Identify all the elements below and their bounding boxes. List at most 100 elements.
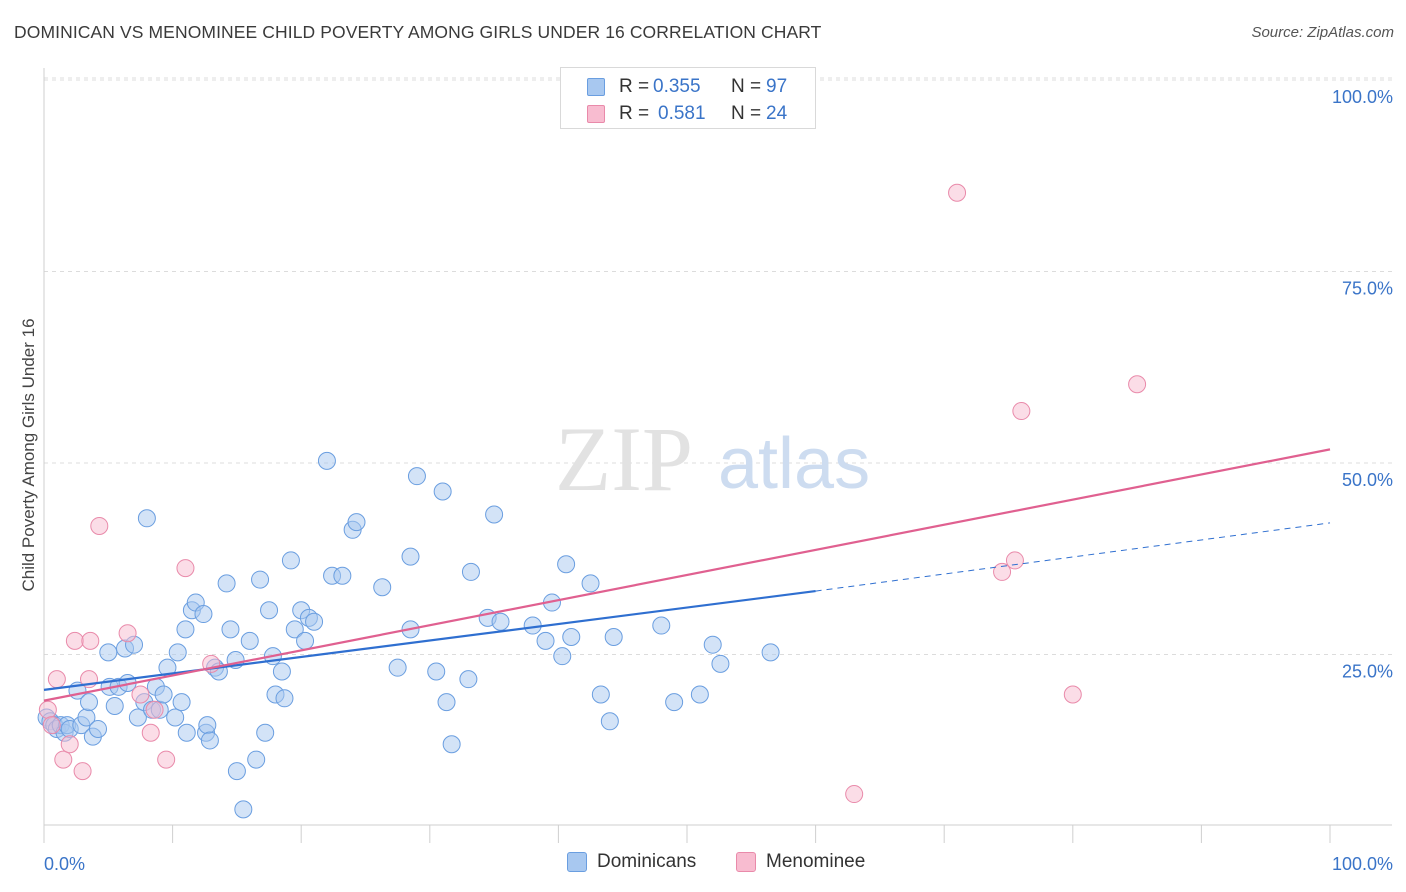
point-dominicans (99, 643, 118, 662)
point-menominee (73, 762, 92, 781)
point-dominicans (177, 723, 196, 742)
point-dominicans (461, 562, 480, 581)
point-menominee (60, 735, 79, 754)
point-dominicans (272, 662, 291, 681)
point-menominee (38, 700, 57, 719)
point-dominicans (459, 670, 478, 689)
point-menominee (54, 750, 73, 769)
point-dominicans (105, 696, 124, 715)
legend-swatch-menominee (587, 105, 605, 123)
point-dominicans (305, 612, 324, 631)
point-menominee (65, 631, 84, 650)
point-dominicans (665, 693, 684, 712)
point-dominicans (373, 578, 392, 597)
point-dominicans (194, 605, 213, 624)
point-dominicans (581, 574, 600, 593)
axis-layer: 25.0% 50.0% 75.0% 100.0% 0.0% 100.0% (43, 68, 1393, 874)
point-dominicans (761, 643, 780, 662)
legend-row-dominicans: R = 0.355 N = 97 (561, 74, 815, 100)
trendline-dominicans (43, 589, 816, 691)
y-tick-label: 100.0% (1332, 87, 1393, 107)
point-dominicans (137, 509, 156, 528)
point-dominicans (296, 631, 315, 650)
point-dominicans (557, 555, 576, 574)
point-dominicans (433, 482, 452, 501)
legend-label-menominee: Menominee (766, 851, 866, 872)
point-dominicans (491, 612, 510, 631)
point-dominicans (485, 505, 504, 524)
legend-item-menominee[interactable]: Menominee (736, 851, 865, 873)
chart-title: DOMINICAN VS MENOMINEE CHILD POVERTY AMO… (14, 22, 822, 42)
point-dominicans (251, 570, 270, 589)
point-dominicans (652, 616, 671, 635)
point-dominicans (690, 685, 709, 704)
y-tick-label: 75.0% (1342, 279, 1393, 299)
point-dominicans (317, 451, 336, 470)
point-dominicans (200, 731, 219, 750)
legend-r-value: 0.355 (653, 76, 701, 97)
point-dominicans (154, 685, 173, 704)
point-dominicans (168, 643, 187, 662)
point-dominicans (407, 467, 426, 486)
point-dominicans (275, 689, 294, 708)
y-tick-label: 25.0% (1342, 662, 1393, 682)
point-dominicans (80, 693, 99, 712)
legend-n-value: 24 (766, 103, 788, 124)
watermark-atlas: atlas (718, 424, 870, 504)
point-menominee (157, 750, 176, 769)
legend-n-label: N = (731, 76, 762, 97)
trend-layer (43, 448, 1331, 702)
point-dominicans (591, 685, 610, 704)
point-dominicans (166, 708, 185, 727)
point-menominee (81, 631, 100, 650)
legend-n-value: 97 (766, 76, 788, 97)
point-dominicans (198, 716, 217, 735)
point-dominicans (442, 735, 461, 754)
x-tick-label: 0.0% (44, 854, 85, 874)
correlation-legend: R = 0.355 N = 97 R = 0.581 N = 24 (560, 67, 816, 129)
point-dominicans (221, 620, 240, 639)
point-dominicans (89, 719, 108, 738)
watermark-zip: ZIP (555, 408, 693, 510)
point-dominicans (711, 654, 730, 673)
legend-item-dominicans[interactable]: Dominicans (567, 851, 696, 873)
point-menominee (1128, 375, 1147, 394)
y-axis-label: Child Poverty Among Girls Under 16 (19, 318, 38, 591)
point-menominee (145, 700, 164, 719)
point-dominicans (401, 547, 420, 566)
point-menominee (1012, 402, 1031, 421)
legend-r-label: R = (619, 103, 650, 124)
point-dominicans (281, 551, 300, 570)
point-menominee (47, 670, 66, 689)
point-dominicans (562, 628, 581, 647)
legend-swatch-dominicans (587, 78, 605, 96)
point-dominicans (260, 601, 279, 620)
point-dominicans (536, 631, 555, 650)
legend-label-dominicans: Dominicans (597, 851, 697, 872)
point-dominicans (247, 750, 266, 769)
y-tick-label: 50.0% (1342, 470, 1393, 490)
legend-r-value: 0.581 (658, 103, 706, 124)
point-dominicans (217, 574, 236, 593)
point-dominicans (703, 635, 722, 654)
point-dominicans (234, 800, 253, 819)
point-dominicans (240, 631, 259, 650)
legend-n-label: N = (731, 103, 762, 124)
point-dominicans (227, 762, 246, 781)
x-tick-label: 100.0% (1332, 854, 1393, 874)
watermark: ZIP atlas (555, 408, 870, 510)
point-dominicans (427, 662, 446, 681)
point-menominee (1005, 551, 1024, 570)
point-menominee (176, 559, 195, 578)
legend-swatch-menominee (736, 852, 756, 872)
legend-r-label: R = (619, 76, 650, 97)
chart-source: Source: ZipAtlas.com (1251, 24, 1394, 41)
point-dominicans (347, 513, 366, 532)
point-menominee (42, 716, 61, 735)
point-menominee (993, 562, 1012, 581)
legend-swatch-dominicans (567, 852, 587, 872)
points-layer (37, 183, 1147, 819)
point-dominicans (437, 693, 456, 712)
point-menominee (141, 723, 160, 742)
